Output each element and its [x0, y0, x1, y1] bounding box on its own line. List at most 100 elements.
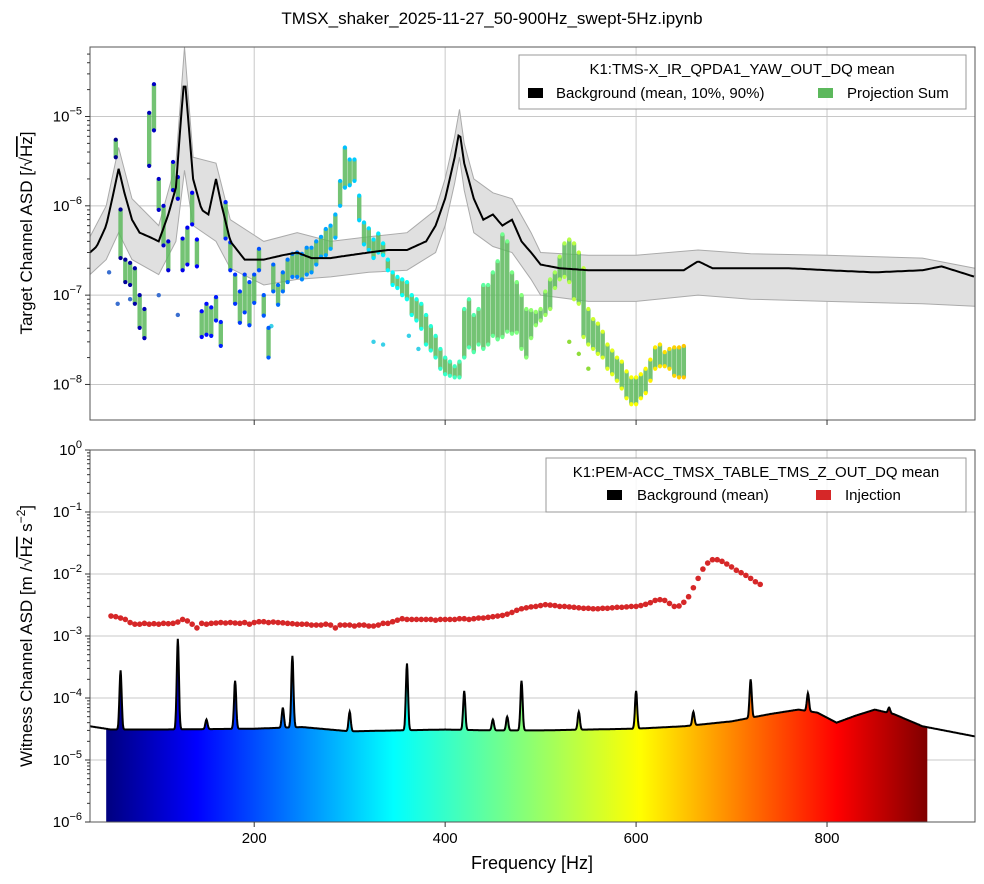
projection-bar — [242, 274, 247, 313]
injection-point — [265, 619, 272, 626]
projection-point-low — [524, 355, 529, 360]
projection-point-low — [156, 207, 161, 213]
projection-point-high — [247, 279, 252, 285]
injection-point — [695, 575, 701, 582]
injection-point — [299, 621, 305, 627]
projection-point-high — [505, 239, 510, 244]
projection-point-high — [519, 293, 524, 298]
top-legend-title: K1:TMS-X_IR_QPDA1_YAW_OUT_DQ mean — [589, 61, 894, 78]
projection-point-low — [581, 334, 586, 340]
injection-point — [499, 612, 506, 619]
projection-point-low — [400, 293, 405, 298]
projection-point-low — [543, 312, 548, 318]
background-mean-line — [90, 638, 975, 738]
injection-point — [576, 604, 582, 611]
injection-point — [337, 622, 343, 628]
projection-point-high — [366, 226, 371, 231]
projection-point-high — [323, 226, 328, 232]
projection-bar — [676, 347, 682, 378]
sqrt-symbol: √ — [17, 156, 36, 166]
projection-point-low — [452, 375, 457, 380]
projection-bar — [638, 374, 644, 399]
projection-point-high — [204, 301, 209, 306]
projection-point-high — [285, 257, 290, 262]
projection-point-high — [423, 312, 429, 318]
projection-bar — [547, 279, 553, 309]
projection-point-high — [614, 355, 620, 360]
injection-point — [485, 614, 491, 621]
injection-point — [518, 605, 525, 612]
projection-bar — [228, 242, 233, 271]
projection-point-low — [113, 155, 118, 160]
projection-point-high — [571, 241, 577, 246]
projection-point-high — [438, 346, 443, 352]
projection-bar — [151, 84, 157, 131]
projection-point-low — [481, 346, 486, 352]
projection-point-high — [347, 157, 352, 162]
projection-bar — [667, 348, 672, 369]
y-tick-label: 100 — [59, 439, 82, 459]
injection-point — [681, 599, 687, 606]
projection-point-low — [390, 282, 395, 288]
projection-bar — [495, 261, 500, 340]
projection-point-low — [514, 330, 519, 335]
projection-point-high — [638, 372, 643, 377]
injection-point — [280, 620, 286, 626]
projection-point-low — [500, 334, 505, 340]
projection-point-low — [223, 236, 228, 241]
projection-point-low — [600, 355, 605, 360]
projection-point-low — [314, 262, 319, 267]
projection-point-low — [295, 274, 300, 280]
projection-bar — [605, 344, 610, 369]
injection-point — [418, 616, 425, 623]
injection-point — [289, 620, 296, 627]
projection-point-high — [409, 293, 414, 298]
projection-point-low — [619, 386, 624, 391]
extra-point — [416, 346, 421, 352]
projection-bar — [442, 357, 448, 375]
injection-point — [151, 620, 157, 627]
projection-point-low — [151, 128, 157, 133]
injection-point — [241, 619, 248, 626]
projection-point-high — [667, 346, 672, 352]
projection-point-low — [275, 302, 281, 307]
legend-swatch-injection — [816, 490, 831, 500]
injection-point — [389, 618, 396, 625]
projection-point-low — [557, 277, 562, 282]
projection-point-high — [428, 324, 433, 329]
projection-bar — [581, 268, 586, 337]
projection-point-high — [490, 270, 495, 275]
projection-bar — [180, 238, 185, 271]
projection-point-low — [643, 391, 648, 396]
projection-bar — [146, 112, 152, 166]
top-ylabel: Target Channel ASD [/√Hz] — [17, 131, 36, 334]
projection-bar — [404, 282, 410, 300]
bottom-legend-title: K1:PEM-ACC_TMSX_TABLE_TMS_Z_OUT_DQ mean — [573, 464, 940, 481]
projection-point-high — [161, 203, 166, 208]
projection-point-high — [653, 345, 658, 350]
projection-point-high — [533, 309, 538, 314]
projection-bar — [490, 272, 496, 336]
projection-point-low — [395, 285, 400, 291]
injection-point — [542, 601, 549, 608]
projection-point-low — [309, 270, 314, 275]
projection-bar — [476, 308, 481, 345]
projection-point-high — [514, 279, 519, 285]
injection-point — [342, 622, 348, 628]
projection-point-low — [233, 301, 238, 306]
projection-bar — [366, 228, 371, 251]
injection-point — [203, 621, 210, 627]
y-tick-label: 10−8 — [53, 373, 82, 393]
projection-bar — [337, 180, 343, 206]
projection-point-high — [113, 137, 118, 142]
projection-point-high — [127, 260, 133, 265]
projection-point-low — [118, 255, 123, 261]
projection-point-high — [466, 297, 472, 302]
projection-point-high — [447, 359, 453, 364]
injection-point — [141, 620, 148, 627]
projection-point-high — [552, 270, 558, 275]
projection-point-low — [228, 268, 233, 273]
injection-point — [556, 603, 563, 610]
projection-point-high — [633, 375, 639, 380]
projection-point-high — [676, 345, 682, 350]
